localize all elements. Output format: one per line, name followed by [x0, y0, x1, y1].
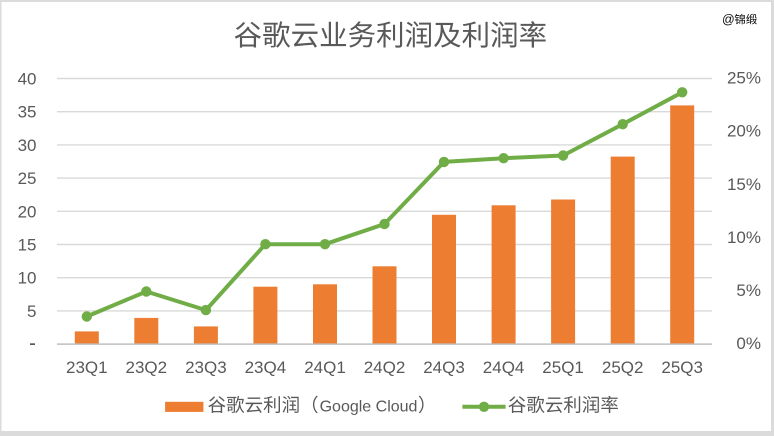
svg-text:23Q4: 23Q4 — [245, 358, 287, 377]
svg-text:@: @ — [722, 13, 735, 27]
svg-text:10: 10 — [18, 269, 37, 288]
svg-text:24Q4: 24Q4 — [483, 358, 525, 377]
svg-text:Google Cloud: Google Cloud — [320, 399, 418, 416]
svg-text:25: 25 — [18, 169, 37, 188]
svg-text:15: 15 — [18, 236, 37, 255]
svg-text:23Q1: 23Q1 — [66, 358, 108, 377]
svg-text:35: 35 — [18, 103, 37, 122]
svg-text:25Q3: 25Q3 — [661, 358, 703, 377]
svg-text:40: 40 — [18, 70, 37, 89]
svg-text:5: 5 — [27, 302, 36, 321]
svg-text:24Q3: 24Q3 — [423, 358, 465, 377]
svg-text:5%: 5% — [736, 281, 761, 300]
svg-text:20%: 20% — [727, 122, 761, 141]
svg-text:0%: 0% — [736, 334, 761, 353]
svg-text:23Q3: 23Q3 — [185, 358, 227, 377]
svg-text:25Q2: 25Q2 — [602, 358, 644, 377]
svg-text:15%: 15% — [727, 175, 761, 194]
svg-text:25%: 25% — [727, 69, 761, 88]
svg-text:23Q2: 23Q2 — [126, 358, 168, 377]
svg-text:25Q1: 25Q1 — [542, 358, 584, 377]
svg-text:20: 20 — [18, 202, 37, 221]
svg-text:10%: 10% — [727, 228, 761, 247]
svg-text:24Q1: 24Q1 — [304, 358, 346, 377]
svg-text:24Q2: 24Q2 — [364, 358, 406, 377]
svg-text:30: 30 — [18, 136, 37, 155]
